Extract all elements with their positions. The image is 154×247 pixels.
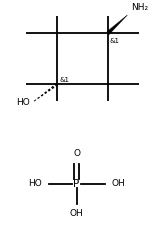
Text: O: O	[73, 149, 80, 158]
Text: &1: &1	[110, 39, 120, 44]
Text: HO: HO	[16, 98, 29, 107]
Polygon shape	[107, 15, 128, 35]
Text: P: P	[73, 179, 80, 189]
Text: OH: OH	[70, 209, 83, 218]
Text: &1: &1	[59, 77, 69, 83]
Text: OH: OH	[111, 179, 125, 188]
Text: HO: HO	[28, 179, 42, 188]
Text: NH₂: NH₂	[131, 3, 148, 13]
